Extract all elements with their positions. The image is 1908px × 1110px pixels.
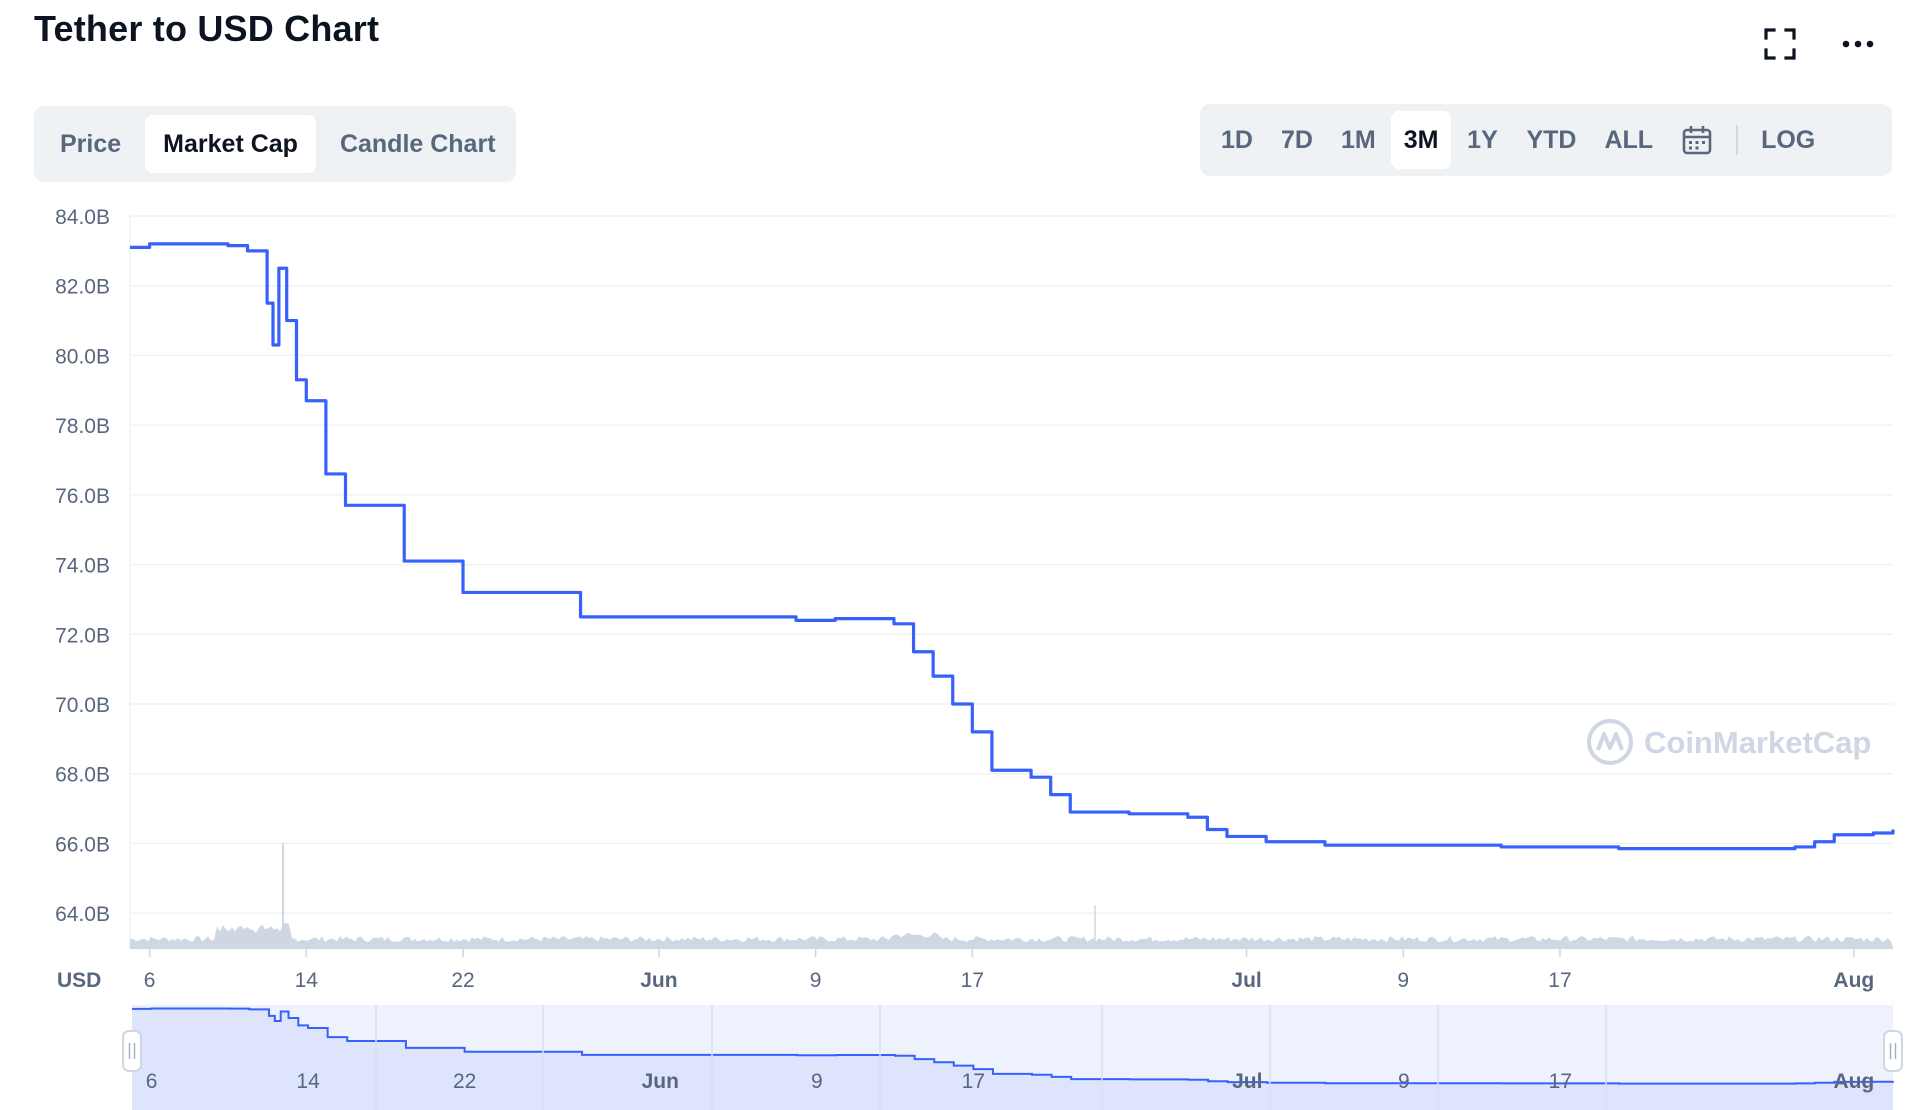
navigator-tick-label: 22 (453, 1070, 476, 1093)
fullscreen-icon[interactable] (1760, 24, 1800, 64)
navigator-tick-label: 6 (146, 1070, 158, 1093)
navigator: 6 14 22 Jun 9 17 Jul 9 17 Aug (122, 1005, 1903, 1110)
range-7d-button[interactable]: 7D (1281, 125, 1313, 154)
y-tick-label: 68.0B (55, 764, 110, 787)
more-options-icon[interactable] (1838, 24, 1878, 64)
volume-area (130, 922, 1893, 948)
range-1d-button[interactable]: 1D (1221, 125, 1253, 154)
chart-grid (129, 215, 1893, 948)
calendar-icon[interactable] (1668, 111, 1726, 169)
x-tick-label: Jun (640, 969, 677, 992)
x-tick-label: 14 (295, 969, 319, 992)
range-divider (1736, 125, 1739, 155)
y-tick-label: 66.0B (55, 833, 110, 856)
watermark: CoinMarketCap (1587, 719, 1871, 765)
range-1y-button[interactable]: 1Y (1467, 125, 1498, 154)
y-tick-label: 64.0B (55, 903, 110, 926)
navigator-line (132, 1007, 1894, 1085)
navigator-right-handle[interactable] (1883, 1030, 1903, 1072)
x-tick-label: Aug (1833, 969, 1874, 992)
y-unit-label: USD (57, 969, 101, 992)
tab-market-cap[interactable]: Market Cap (145, 115, 316, 173)
navigator-tick-label: 14 (296, 1070, 320, 1093)
x-tick-label: 6 (144, 969, 156, 992)
navigator-left-handle[interactable] (122, 1030, 142, 1072)
x-tick-label: 9 (810, 969, 822, 992)
navigator-tick-label: 9 (811, 1070, 823, 1093)
navigator-tick-label: Aug (1833, 1070, 1874, 1093)
log-scale-button[interactable]: LOG (1761, 125, 1816, 154)
tab-price[interactable]: Price (60, 129, 122, 158)
page-title: Tether to USD Chart (34, 8, 380, 49)
watermark-text: CoinMarketCap (1644, 725, 1871, 760)
y-axis: 84.0B 82.0B 80.0B 78.0B 76.0B 74.0B 72.0B 70.0B… (55, 206, 110, 926)
range-ytd-button[interactable]: YTD (1526, 125, 1577, 154)
x-tick-label: 17 (1548, 969, 1571, 992)
x-tick-label: 9 (1397, 969, 1409, 992)
chart-type-tabs: Price Market Cap Candle Chart (34, 106, 516, 182)
navigator-tick-label: 17 (962, 1070, 985, 1093)
range-all-button[interactable]: ALL (1604, 125, 1654, 154)
x-tick-label: 17 (961, 969, 984, 992)
range-1m-button[interactable]: 1M (1341, 125, 1376, 154)
x-axis: 6 14 22 Jun 9 17 Jul 9 17 Aug (144, 948, 1874, 992)
tab-candle-chart[interactable]: Candle Chart (339, 129, 496, 158)
x-tick-label: Jul (1231, 969, 1261, 992)
time-range-selector: 1D 7D 1M 3M 1Y YTD ALL LOG (1200, 104, 1892, 176)
navigator-tick-label: 9 (1398, 1070, 1410, 1093)
navigator-tick-label: Jun (642, 1070, 679, 1093)
navigator-tick-label: Jul (1232, 1070, 1262, 1093)
volume-bars (130, 843, 1893, 949)
range-3m-button[interactable]: 3M (1390, 111, 1452, 169)
x-tick-label: 22 (451, 969, 474, 992)
market-cap-line (130, 242, 1895, 851)
navigator-area (132, 1008, 1893, 1110)
y-tick-label: 74.0B (55, 555, 110, 578)
y-tick-label: 78.0B (55, 415, 110, 438)
navigator-tick-label: 17 (1549, 1070, 1572, 1093)
y-tick-label: 76.0B (55, 485, 110, 508)
y-tick-label: 72.0B (55, 624, 110, 647)
coinmarketcap-logo-icon (1587, 719, 1633, 765)
y-tick-label: 84.0B (55, 206, 110, 229)
y-tick-label: 70.0B (55, 694, 110, 717)
y-tick-label: 80.0B (55, 345, 110, 368)
y-tick-label: 82.0B (55, 276, 110, 299)
